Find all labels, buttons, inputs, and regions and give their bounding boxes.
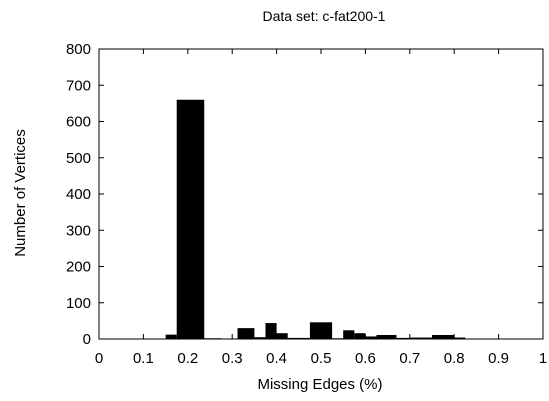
x-axis-ticks: 0 0.1 0.2 0.3 0.4 0.5 0.6 0.7 0.8 0.9 1: [95, 49, 547, 367]
bar-17: [432, 335, 455, 339]
bar-14: [376, 335, 397, 339]
y-tick-label-2: 200: [66, 259, 91, 276]
x-tick-label-3: 0.3: [222, 350, 243, 367]
x-axis-label: Missing Edges (%): [257, 376, 382, 393]
bar-9: [309, 322, 333, 339]
y-tick-label-1: 100: [66, 295, 91, 312]
x-tick-label-1: 0.1: [133, 350, 154, 367]
bar-13: [365, 336, 377, 339]
y-tick-label-0: 0: [83, 331, 91, 348]
y-tick-label-7: 700: [66, 77, 91, 94]
bar-16: [409, 337, 432, 339]
x-tick-label-7: 0.7: [399, 350, 420, 367]
y-tick-label-4: 400: [66, 186, 91, 203]
x-tick-label-2: 0.2: [177, 350, 198, 367]
y-tick-label-6: 600: [66, 114, 91, 131]
x-tick-label-4: 0.4: [266, 350, 287, 367]
y-axis-ticks: 0 100 200 300 400 500 600 700 800: [66, 41, 543, 348]
bar-7: [276, 333, 288, 339]
bar-4: [237, 328, 255, 340]
bar-11: [343, 330, 355, 339]
x-tick-label-5: 0.5: [311, 350, 332, 367]
x-tick-label-0: 0: [95, 350, 103, 367]
y-axis-label: Number of Vertices: [12, 129, 29, 257]
bar-12: [354, 333, 366, 339]
x-tick-label-10: 1: [539, 350, 547, 367]
y-tick-label-3: 300: [66, 222, 91, 239]
chart-title: Data set: c-fat200-1: [263, 8, 386, 24]
bar-0: [165, 334, 177, 339]
x-tick-label-6: 0.6: [355, 350, 376, 367]
bar-15: [396, 337, 410, 339]
x-tick-label-9: 0.9: [488, 350, 509, 367]
y-tick-label-5: 500: [66, 150, 91, 167]
y-tick-label-8: 800: [66, 41, 91, 58]
plot-frame: [98, 48, 544, 340]
bars: [165, 99, 477, 340]
bar-6: [265, 323, 277, 339]
bar-1: [176, 99, 205, 339]
bar-8: [287, 337, 310, 339]
bar-5: [254, 337, 266, 339]
bar-18: [454, 337, 466, 339]
x-tick-label-8: 0.8: [444, 350, 465, 367]
